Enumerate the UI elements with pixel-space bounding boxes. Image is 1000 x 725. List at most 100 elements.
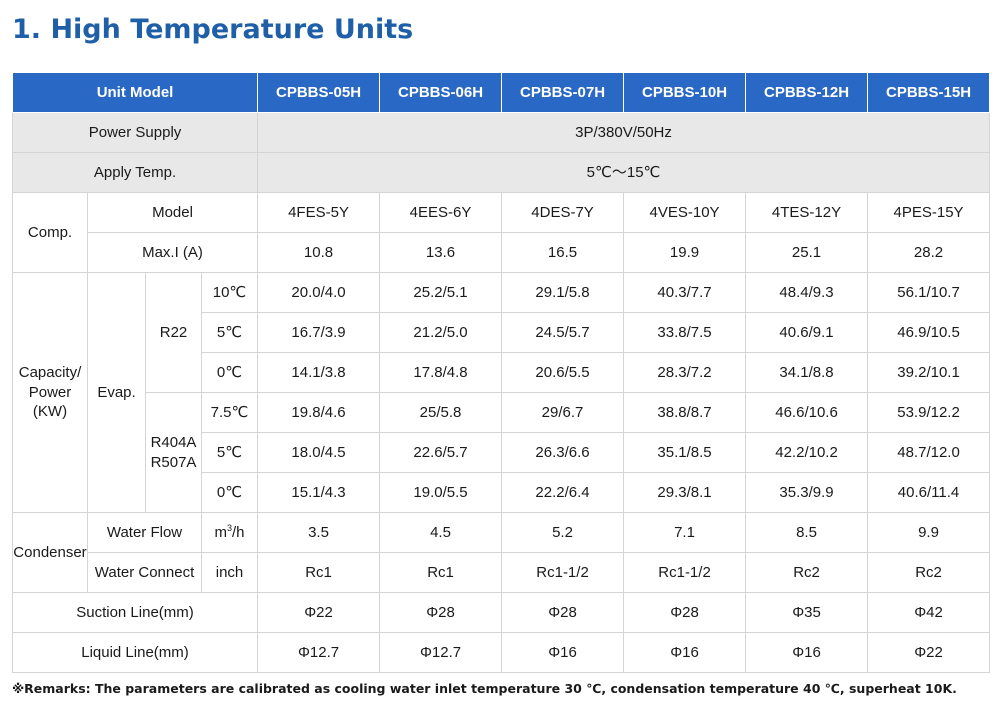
capacity-cell: 33.8/7.5 <box>623 312 747 353</box>
water-flow-label: Water Flow <box>87 512 202 553</box>
water-connect-row: Water Connect inch Rc1 Rc1 Rc1-1/2 Rc1-1… <box>13 552 991 593</box>
capacity-cell: 14.1/3.8 <box>257 352 381 393</box>
capacity-label-line1: Capacity/ <box>18 364 82 382</box>
power-supply-row: Power Supply 3P/380V/50Hz <box>11 112 991 153</box>
water-connect-cell: Rc2 <box>867 552 991 593</box>
unit-tail: /h <box>232 523 245 541</box>
capacity-cell: 22.2/6.4 <box>501 472 625 513</box>
water-connect-cell: Rc1-1/2 <box>623 552 747 593</box>
capacity-row: 5℃ 16.7/3.9 21.2/5.0 24.5/5.7 33.8/7.5 4… <box>13 312 991 353</box>
condenser-label: Condenser <box>12 512 88 593</box>
suction-line-row: Suction Line(mm) Φ22 Φ28 Φ28 Φ28 Φ35 Φ42 <box>11 592 991 633</box>
suction-cell: Φ42 <box>867 592 991 633</box>
header-model: CPBBS-12H <box>745 72 869 113</box>
capacity-cell: 29/6.7 <box>501 392 625 433</box>
capacity-row: 5℃ 18.0/4.5 22.6/5.7 26.3/6.6 35.1/8.5 4… <box>13 432 991 473</box>
refrigerant-r404a-line1: R404A <box>150 434 197 451</box>
comp-model-cell: 4PES-15Y <box>867 192 991 233</box>
capacity-cell: 53.9/12.2 <box>867 392 991 433</box>
suction-cell: Φ28 <box>623 592 747 633</box>
capacity-row: 0℃ 15.1/4.3 19.0/5.5 22.2/6.4 29.3/8.1 3… <box>13 472 991 513</box>
capacity-cell: 48.4/9.3 <box>745 272 869 313</box>
evap-label: Evap. <box>87 272 146 513</box>
liquid-line-label: Liquid Line(mm) <box>11 632 259 673</box>
header-row: Unit Model CPBBS-05H CPBBS-06H CPBBS-07H… <box>11 72 991 113</box>
comp-label: Comp. <box>12 192 88 273</box>
unit-base: m <box>214 523 228 541</box>
water-connect-label: Water Connect <box>87 552 202 593</box>
temp-cell: 5℃ <box>200 432 259 473</box>
liquid-cell: Φ12.7 <box>379 632 503 673</box>
capacity-cell: 29.3/8.1 <box>623 472 747 513</box>
suction-cell: Φ35 <box>745 592 869 633</box>
water-flow-cell: 4.5 <box>379 512 503 553</box>
capacity-cell: 34.1/8.8 <box>745 352 869 393</box>
water-flow-cell: 5.2 <box>501 512 625 553</box>
capacity-cell: 42.2/10.2 <box>745 432 869 473</box>
comp-maxi-cell: 16.5 <box>501 232 625 273</box>
comp-model-label: Model <box>86 192 259 233</box>
temp-cell: 10℃ <box>200 272 259 313</box>
comp-maxi-label: Max.I (A) <box>86 232 259 273</box>
capacity-cell: 46.6/10.6 <box>745 392 869 433</box>
capacity-cell: 24.5/5.7 <box>501 312 625 353</box>
apply-temp-value: 5℃～15℃ <box>257 152 991 193</box>
capacity-cell: 56.1/10.7 <box>867 272 991 313</box>
capacity-label: Capacity/ Power (KW) <box>12 272 88 513</box>
comp-maxi-cell: 13.6 <box>379 232 503 273</box>
capacity-cell: 17.8/4.8 <box>379 352 503 393</box>
water-connect-cell: Rc1 <box>257 552 381 593</box>
comp-model-cell: 4VES-10Y <box>623 192 747 233</box>
spec-table: Unit Model CPBBS-05H CPBBS-06H CPBBS-07H… <box>11 72 991 673</box>
liquid-cell: Φ16 <box>623 632 747 673</box>
liquid-cell: Φ16 <box>501 632 625 673</box>
capacity-row: 0℃ 14.1/3.8 17.8/4.8 20.6/5.5 28.3/7.2 3… <box>13 352 991 393</box>
capacity-cell: 25/5.8 <box>379 392 503 433</box>
capacity-cell: 40.6/11.4 <box>867 472 991 513</box>
page-title: 1. High Temperature Units <box>12 14 414 45</box>
refrigerant-r404a-line2: R507A <box>150 453 197 471</box>
water-flow-cell: 7.1 <box>623 512 747 553</box>
remarks-note: ※Remarks: The parameters are calibrated … <box>12 681 957 696</box>
capacity-label-line3: (KW) <box>32 403 68 421</box>
capacity-cell: 29.1/5.8 <box>501 272 625 313</box>
liquid-cell: Φ22 <box>867 632 991 673</box>
comp-maxi-cell: 28.2 <box>867 232 991 273</box>
capacity-cell: 28.3/7.2 <box>623 352 747 393</box>
suction-cell: Φ28 <box>379 592 503 633</box>
temp-cell: 0℃ <box>200 472 259 513</box>
capacity-row: Capacity/ Power (KW) Evap. R22 10℃ 20.0/… <box>12 272 991 513</box>
capacity-cell: 20.0/4.0 <box>257 272 381 313</box>
water-connect-unit: inch <box>200 552 259 593</box>
capacity-cell: 15.1/4.3 <box>257 472 381 513</box>
temp-cell: 5℃ <box>200 312 259 353</box>
capacity-cell: 39.2/10.1 <box>867 352 991 393</box>
unit-sup: 3 <box>227 522 233 533</box>
power-supply-label: Power Supply <box>11 112 259 153</box>
capacity-cell: 40.6/9.1 <box>745 312 869 353</box>
apply-temp-label: Apply Temp. <box>11 152 259 193</box>
suction-cell: Φ22 <box>257 592 381 633</box>
comp-maxi-cell: 25.1 <box>745 232 869 273</box>
liquid-cell: Φ16 <box>745 632 869 673</box>
header-model: CPBBS-15H <box>867 72 991 113</box>
capacity-row: R404A R507A 7.5℃ 19.8/4.6 25/5.8 29/6.7 … <box>13 392 991 513</box>
water-connect-cell: Rc2 <box>745 552 869 593</box>
water-flow-row: Condenser Water Flow m3/h 3.5 4.5 5.2 7.… <box>12 512 991 593</box>
capacity-cell: 18.0/4.5 <box>257 432 381 473</box>
header-model: CPBBS-06H <box>379 72 503 113</box>
capacity-cell: 26.3/6.6 <box>501 432 625 473</box>
liquid-line-row: Liquid Line(mm) Φ12.7 Φ12.7 Φ16 Φ16 Φ16 … <box>11 632 991 673</box>
capacity-cell: 40.3/7.7 <box>623 272 747 313</box>
capacity-cell: 25.2/5.1 <box>379 272 503 313</box>
capacity-cell: 22.6/5.7 <box>379 432 503 473</box>
refrigerant-r404a-label: R404A R507A <box>145 392 202 513</box>
capacity-cell: 19.8/4.6 <box>257 392 381 433</box>
water-flow-unit: m3/h <box>200 512 259 553</box>
comp-model-cell: 4EES-6Y <box>379 192 503 233</box>
comp-model-cell: 4TES-12Y <box>745 192 869 233</box>
capacity-cell: 20.6/5.5 <box>501 352 625 393</box>
power-supply-value: 3P/380V/50Hz <box>257 112 991 153</box>
water-connect-cell: Rc1 <box>379 552 503 593</box>
header-model: CPBBS-10H <box>623 72 747 113</box>
